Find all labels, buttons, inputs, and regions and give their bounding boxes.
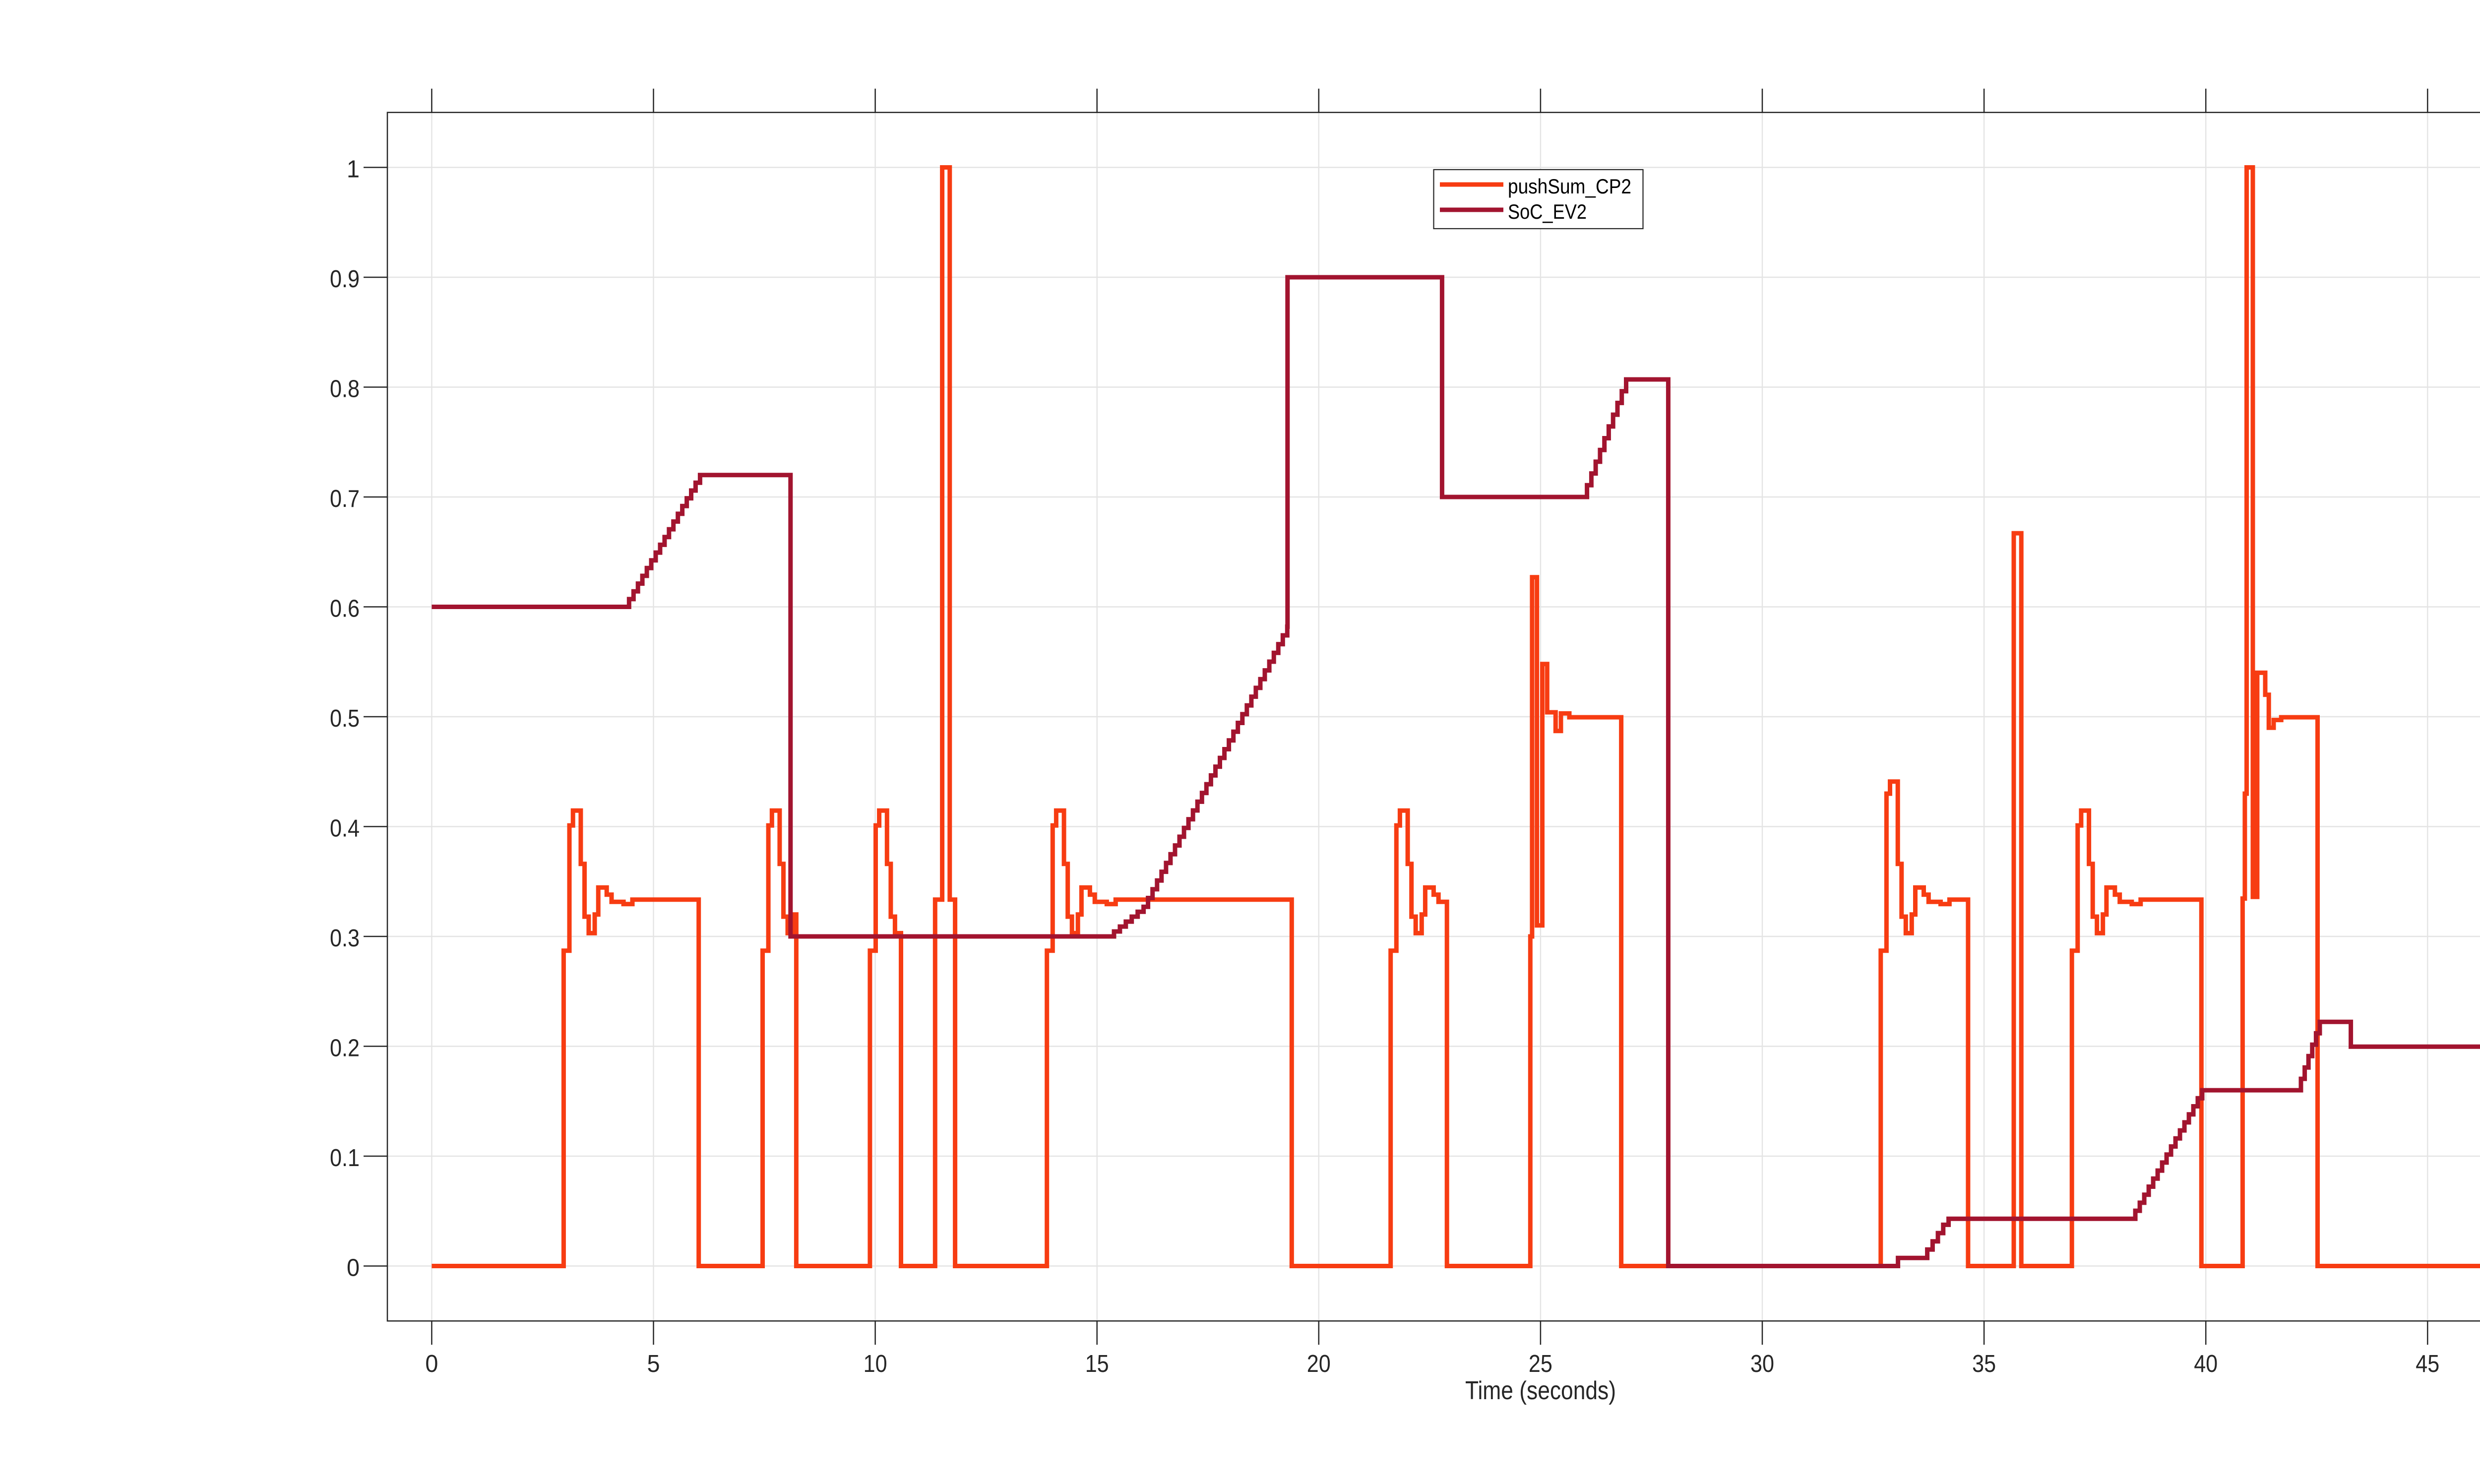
svg-text:5: 5 [647,1351,660,1377]
svg-text:0.9: 0.9 [330,266,360,293]
svg-text:0.5: 0.5 [330,705,360,732]
svg-text:0.2: 0.2 [330,1035,360,1062]
svg-text:20: 20 [1307,1351,1331,1377]
svg-text:0.3: 0.3 [330,925,360,952]
svg-text:SoC_EV2: SoC_EV2 [1508,200,1587,223]
svg-text:pushSum_CP2: pushSum_CP2 [1508,175,1631,198]
svg-text:Time (seconds): Time (seconds) [1465,1376,1616,1405]
svg-text:30: 30 [1750,1351,1774,1377]
svg-text:45: 45 [2416,1351,2439,1377]
svg-text:1: 1 [347,156,360,183]
svg-text:0.6: 0.6 [330,596,360,622]
svg-text:15: 15 [1085,1351,1109,1377]
svg-text:0.1: 0.1 [330,1145,360,1172]
svg-text:10: 10 [864,1351,887,1377]
svg-text:0.8: 0.8 [330,376,360,403]
svg-text:40: 40 [2194,1351,2218,1377]
svg-text:25: 25 [1529,1351,1552,1377]
svg-text:0: 0 [347,1255,360,1282]
svg-text:35: 35 [1972,1351,1996,1377]
svg-text:0.7: 0.7 [330,486,360,512]
svg-text:0: 0 [425,1351,438,1377]
svg-text:0.4: 0.4 [330,815,360,842]
